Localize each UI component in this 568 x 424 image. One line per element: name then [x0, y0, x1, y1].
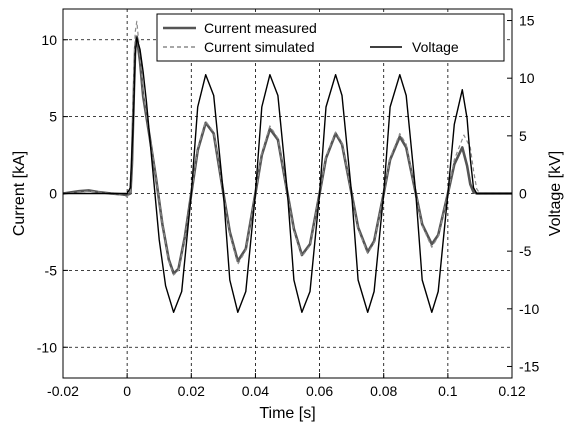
legend: Current measured Current simulated Volta… — [156, 13, 505, 62]
x-tick-label: 0.02 — [178, 383, 205, 399]
y-left-tick-label: 5 — [49, 109, 57, 125]
series-layer — [62, 20, 512, 313]
x-axis-title: Time [s] — [259, 405, 315, 422]
y-right-tick-label: -10 — [519, 301, 539, 317]
y-axis-left-title: Current [kA] — [11, 151, 28, 236]
x-tick-label: -0.02 — [47, 383, 79, 399]
ticks — [62, 20, 513, 378]
x-tick-label: 0.12 — [498, 383, 525, 399]
x-tick-label: 0.04 — [242, 383, 269, 399]
y-right-tick-label: 15 — [519, 13, 535, 29]
series-current-simulated — [62, 20, 512, 276]
series-voltage — [63, 37, 512, 313]
legend-box — [156, 13, 505, 62]
legend-label-current-simulated: Current simulated — [204, 39, 315, 55]
tick-labels: -0.02 0 0.02 0.04 0.06 0.08 0.1 0.12 -10 -5 0 5 10 -1… — [37, 13, 540, 399]
y-left-tick-label: -10 — [37, 339, 57, 355]
y-left-tick-label: -5 — [45, 262, 58, 278]
y-right-tick-label: -15 — [519, 358, 539, 374]
x-tick-label: 0.1 — [438, 383, 458, 399]
y-left-tick-label: 10 — [41, 32, 57, 48]
y-left-tick-label: 0 — [49, 186, 57, 202]
y-axis-right-title: Voltage [kV] — [547, 151, 564, 236]
y-right-tick-label: 10 — [519, 70, 535, 86]
y-right-tick-label: 0 — [519, 186, 527, 202]
y-right-tick-label: -5 — [519, 243, 532, 259]
series-current-measured — [62, 35, 512, 275]
legend-label-current-measured: Current measured — [204, 20, 317, 36]
y-right-tick-label: 5 — [519, 128, 527, 144]
x-tick-label: 0.08 — [370, 383, 397, 399]
x-tick-label: 0.06 — [306, 383, 333, 399]
legend-label-voltage: Voltage — [412, 39, 459, 55]
x-tick-label: 0 — [123, 383, 131, 399]
